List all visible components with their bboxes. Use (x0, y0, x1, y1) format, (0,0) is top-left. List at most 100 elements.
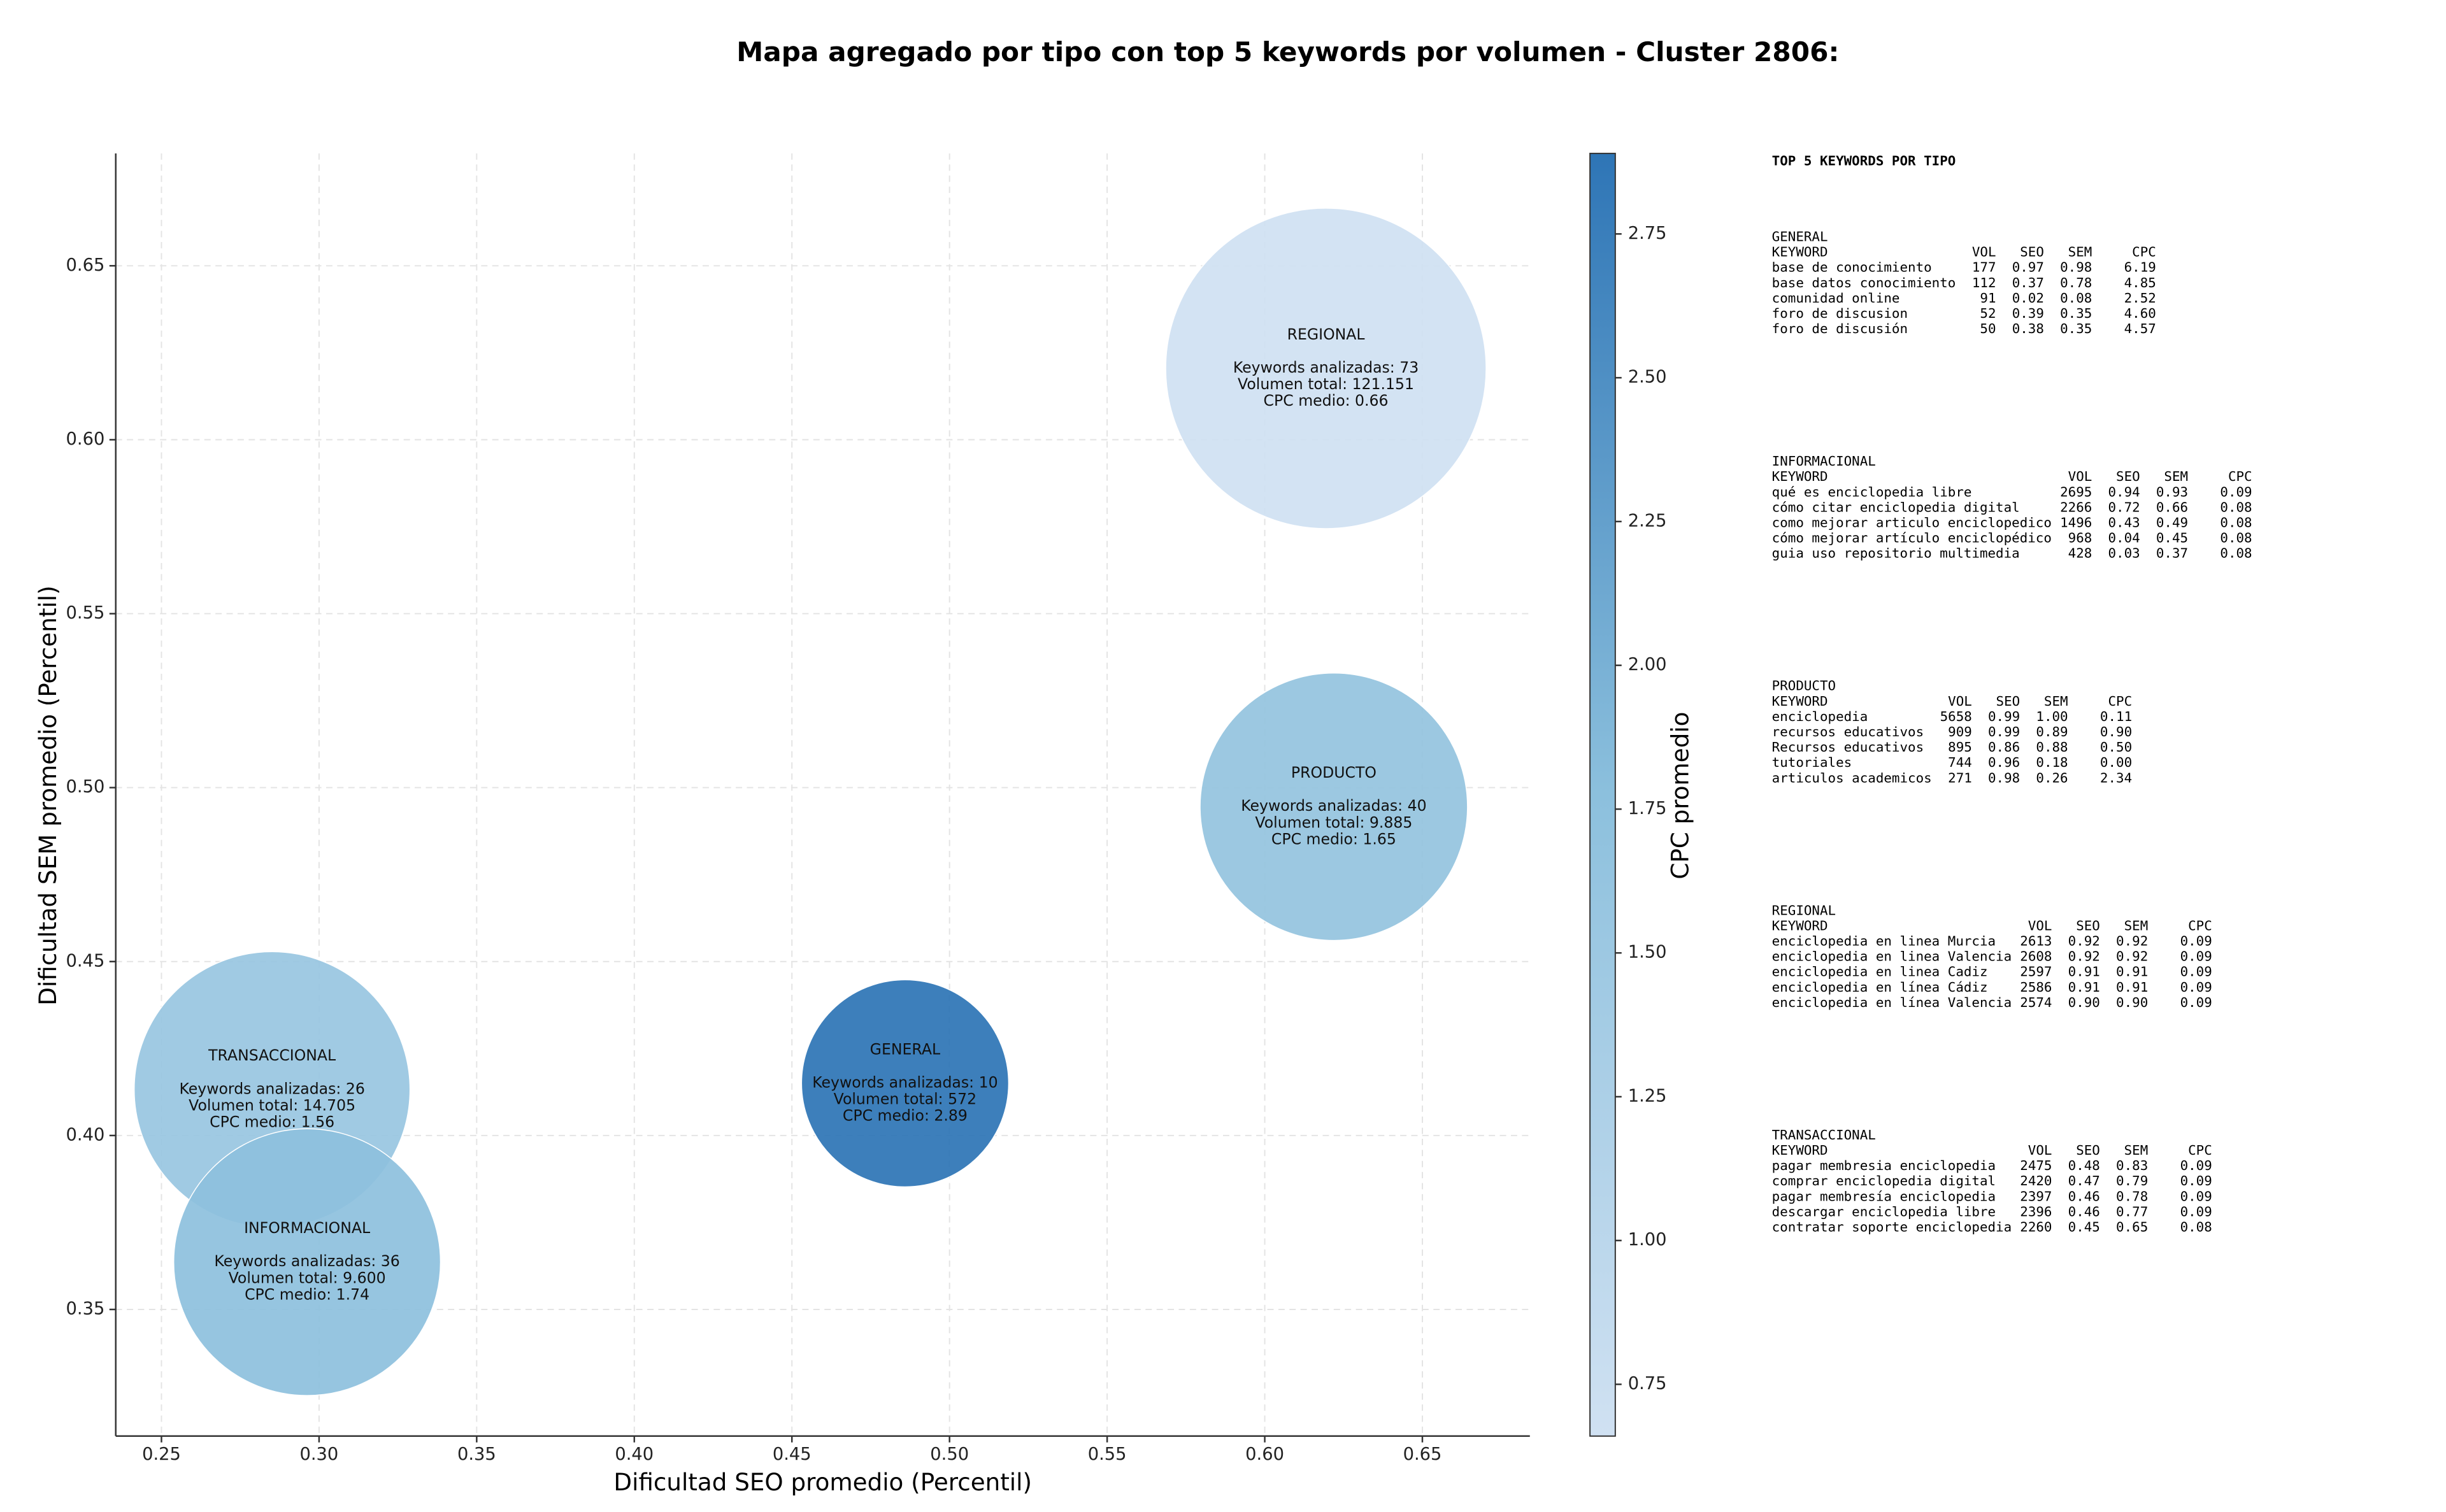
table-cell: enciclopedia en linea Valencia (1772, 949, 2012, 964)
table-cell: foro de discusion (1772, 306, 1908, 321)
table-cell: 0.92 (2116, 949, 2148, 964)
x-tick-label: 0.35 (457, 1444, 496, 1464)
chart-title: Mapa agregado por tipo con top 5 keyword… (736, 36, 1839, 68)
table-cell: 2.52 (2124, 290, 2156, 306)
table-cell: 0.02 (2012, 290, 2044, 306)
bubble-label: Volumen total: 9.600 (229, 1269, 386, 1287)
table-cell: 0.96 (1988, 755, 2020, 770)
table-cell: 0.08 (2220, 531, 2252, 546)
table-cell: 0.48 (2068, 1158, 2100, 1173)
table-cell: 895 (1948, 739, 1972, 755)
panel-title: TOP 5 KEYWORDS POR TIPO (1772, 153, 1956, 168)
table-cell: 0.83 (2116, 1158, 2148, 1173)
table-cell: 0.46 (2068, 1188, 2100, 1204)
table-cell: 0.08 (2060, 290, 2092, 306)
table-cell: 0.37 (2012, 275, 2044, 290)
table-cell: cómo citar enciclopedia digital (1772, 499, 2020, 515)
table-cell: 0.09 (2220, 484, 2252, 499)
colorbar (1589, 152, 1616, 1437)
table-cell: 0.37 (2156, 546, 2188, 561)
table-cell: 0.97 (2012, 260, 2044, 275)
table-cell: 0.03 (2108, 546, 2140, 561)
table-cell: enciclopedia en línea Cádiz (1772, 980, 1988, 995)
table-cell: 0.99 (1988, 709, 2020, 724)
bubble-label: Volumen total: 9.885 (1255, 813, 1412, 831)
table-cell: 0.77 (2116, 1204, 2148, 1219)
table-cell: 4.85 (2124, 275, 2156, 290)
table-cell: qué es enciclopedia libre (1772, 484, 1972, 499)
bubble (173, 1128, 441, 1396)
y-tick-label: 0.65 (66, 255, 105, 275)
bubble-label: Volumen total: 121.151 (1238, 375, 1414, 393)
table-cell: enciclopedia en línea Valencia (1772, 995, 2012, 1010)
bubble (1165, 208, 1487, 529)
y-tick-label: 0.45 (66, 951, 105, 971)
column-header: CPC (2188, 1143, 2212, 1158)
column-header: SEO (2116, 469, 2140, 484)
bubble-label: Keywords analizadas: 26 (179, 1080, 364, 1097)
table-cell: 1.00 (2036, 709, 2068, 724)
table-cell: cómo mejorar artículo enciclopédico (1772, 531, 2052, 546)
colorbar-tick-label: 1.75 (1628, 799, 1667, 818)
column-header: CPC (2188, 918, 2212, 933)
x-tick-label: 0.65 (1403, 1444, 1442, 1464)
x-tick-label: 0.40 (615, 1444, 654, 1464)
table-cell: 4.60 (2124, 306, 2156, 321)
table-cell: recursos educativos (1772, 724, 1924, 739)
column-header: CPC (2228, 469, 2252, 484)
table-cell: 0.91 (2116, 964, 2148, 980)
table-cell: 0.09 (2180, 1204, 2212, 1219)
table-cell: 2.34 (2100, 770, 2132, 785)
table-cell: 91 (1980, 290, 1996, 306)
column-header: SEO (2076, 1143, 2100, 1158)
bubble-label: CPC medio: 1.65 (1271, 830, 1396, 848)
table-cell: 0.35 (2060, 321, 2092, 336)
x-tick-label: 0.50 (930, 1444, 969, 1464)
table-cell: contratar soporte enciclopedia (1772, 1220, 2012, 1235)
table-cell: 0.09 (2180, 980, 2212, 995)
table-cell: 52 (1980, 306, 1996, 321)
table-cell: 0.90 (2068, 995, 2100, 1010)
x-tick-label: 0.25 (142, 1444, 181, 1464)
colorbar-tick-label: 2.00 (1628, 655, 1667, 674)
table-cell: 0.00 (2100, 755, 2132, 770)
table-cell: 744 (1948, 755, 1972, 770)
table-cell: 2695 (2060, 484, 2092, 499)
table-cell: 0.09 (2180, 934, 2212, 949)
colorbar-tick-label: 1.50 (1628, 943, 1667, 962)
table-cell: 0.38 (2012, 321, 2044, 336)
column-header: SEM (2068, 245, 2092, 260)
table-cell: 112 (1972, 275, 1996, 290)
bubble-label: Keywords analizadas: 10 (812, 1073, 998, 1091)
column-header: SEM (2044, 694, 2068, 709)
x-axis-label: Dificultad SEO promedio (Percentil) (613, 1468, 1032, 1496)
table-cell: 909 (1948, 724, 1972, 739)
x-tick-label: 0.45 (773, 1444, 812, 1464)
table-cell: 2420 (2020, 1173, 2052, 1188)
bubble-label: Keywords analizadas: 40 (1241, 797, 1426, 815)
table-cell: 0.09 (2180, 995, 2212, 1010)
column-header: CPC (2132, 245, 2156, 260)
table-cell: 0.50 (2100, 739, 2132, 755)
colorbar-tick-label: 1.25 (1628, 1086, 1667, 1106)
table-cell: 271 (1948, 770, 1972, 785)
table-cell: 0.79 (2116, 1173, 2148, 1188)
column-header: VOL (1972, 245, 1996, 260)
table-cell: 5658 (1940, 709, 1972, 724)
table-cell: enciclopedia en linea Cadiz (1772, 964, 1988, 980)
table-cell: 0.09 (2180, 1188, 2212, 1204)
table-cell: 0.72 (2108, 499, 2140, 515)
table-cell: 428 (2068, 546, 2092, 561)
table-cell: 0.45 (2156, 531, 2188, 546)
section-name: PRODUCTO (1772, 678, 1836, 694)
column-header: SEM (2124, 918, 2149, 933)
column-header: KEYWORD (1772, 1143, 1828, 1158)
table-cell: enciclopedia (1772, 709, 1868, 724)
column-header: KEYWORD (1772, 469, 1828, 484)
colorbar-tick-label: 1.00 (1628, 1230, 1667, 1250)
table-cell: 0.86 (1988, 739, 2020, 755)
table-cell: 0.98 (2060, 260, 2092, 275)
